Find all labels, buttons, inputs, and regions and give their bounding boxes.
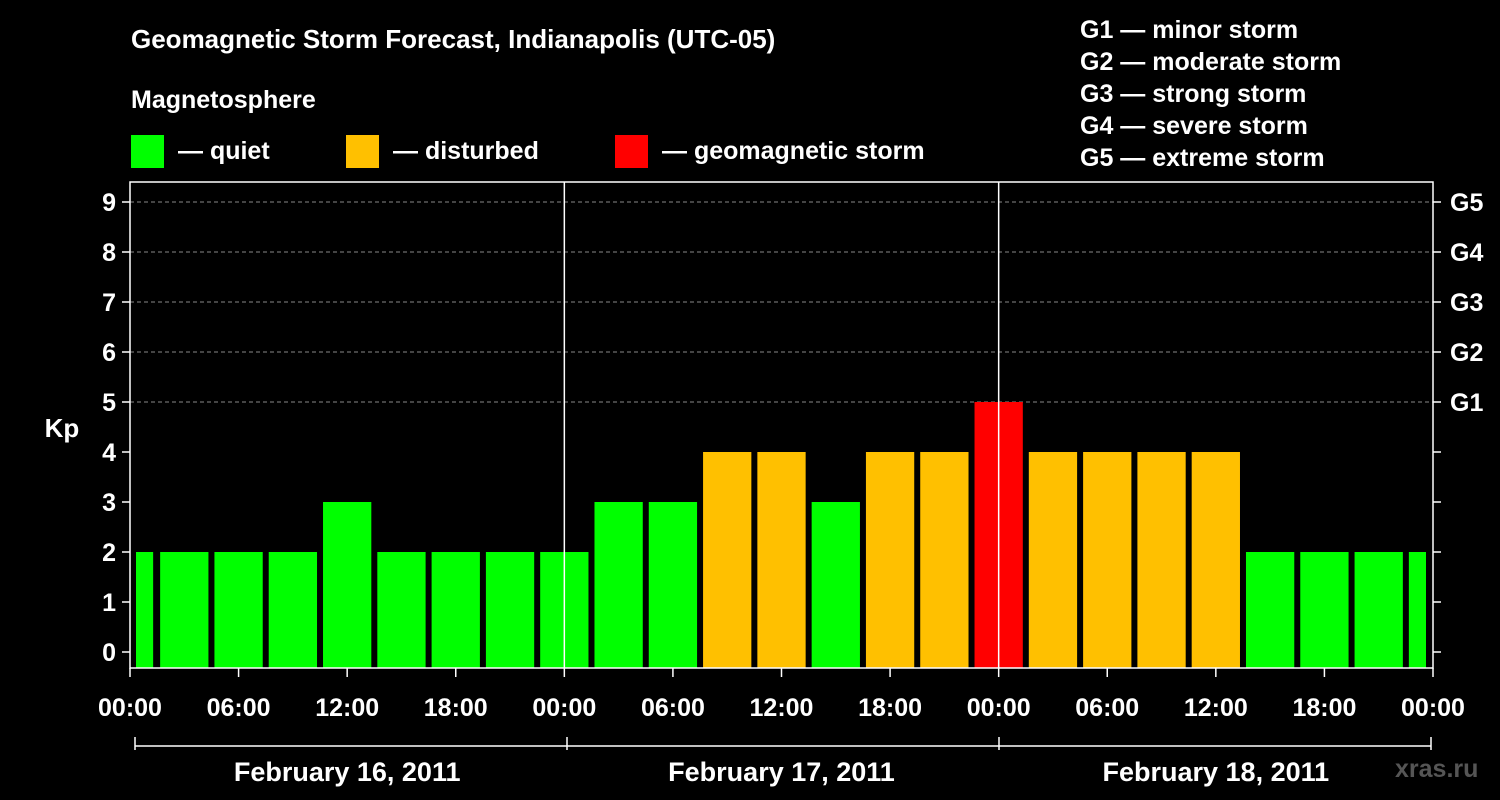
bar-14 <box>865 452 915 668</box>
bar-15 <box>920 452 969 668</box>
bar-0 <box>136 552 154 668</box>
storm-scale-g5: G5 — extreme storm <box>1080 144 1325 172</box>
x-tick-label-2: 12:00 <box>315 694 379 722</box>
x-tick-label-1: 06:00 <box>207 694 271 722</box>
y-axis-label: Kp <box>45 413 80 443</box>
date-label-0: February 16, 2011 <box>234 757 461 787</box>
y-tick-label-2: 2 <box>102 539 116 567</box>
y-tick-label-6: 6 <box>102 339 116 367</box>
bar-2 <box>214 552 263 668</box>
legend-item-disturbed: — disturbed <box>346 134 539 168</box>
legend-swatch-disturbed <box>346 134 379 168</box>
bar-21 <box>1245 552 1295 668</box>
bar-6 <box>431 552 480 668</box>
watermark: xras.ru <box>1395 755 1479 783</box>
x-tick-label-3: 18:00 <box>424 694 488 722</box>
y-tick-label-4: 4 <box>102 439 116 467</box>
y-tick-label-3: 3 <box>102 489 116 517</box>
x-tick-label-9: 06:00 <box>1075 694 1139 722</box>
legend-swatch-quiet <box>131 134 164 168</box>
bar-9 <box>594 502 643 668</box>
x-tick-label-10: 12:00 <box>1184 694 1248 722</box>
legend-label-disturbed: — disturbed <box>393 136 539 165</box>
bar-4 <box>323 502 372 668</box>
y-tick-label-7: 7 <box>102 289 116 317</box>
bar-10 <box>648 502 698 668</box>
right-tick-label-g1: G1 <box>1450 389 1483 417</box>
x-tick-label-6: 12:00 <box>750 694 814 722</box>
y-tick-label-5: 5 <box>102 389 116 417</box>
legend-item-storm: — geomagnetic storm <box>615 134 925 168</box>
chart-title: Geomagnetic Storm Forecast, Indianapolis… <box>131 24 776 54</box>
x-tick-label-12: 00:00 <box>1401 694 1465 722</box>
bar-22 <box>1300 552 1349 668</box>
x-tick-label-0: 00:00 <box>98 694 162 722</box>
right-tick-label-g3: G3 <box>1450 289 1483 317</box>
bar-11 <box>703 452 752 668</box>
bar-13 <box>811 502 860 668</box>
bar-20 <box>1191 452 1240 668</box>
bar-1 <box>160 552 209 668</box>
chart-subtitle: Magnetosphere <box>131 86 316 114</box>
x-tick-label-5: 06:00 <box>641 694 705 722</box>
x-tick-label-11: 18:00 <box>1292 694 1356 722</box>
right-tick-label-g5: G5 <box>1450 189 1483 217</box>
x-tick-label-8: 00:00 <box>967 694 1031 722</box>
y-tick-label-0: 0 <box>102 639 116 667</box>
y-tick-label-8: 8 <box>102 239 116 267</box>
bar-18 <box>1083 452 1132 668</box>
x-tick-label-4: 00:00 <box>532 694 596 722</box>
y-tick-label-9: 9 <box>102 189 116 217</box>
date-label-1: February 17, 2011 <box>668 757 895 787</box>
right-tick-label-g2: G2 <box>1450 339 1483 367</box>
legend-label-storm: — geomagnetic storm <box>662 136 925 165</box>
date-label-2: February 18, 2011 <box>1103 757 1330 787</box>
x-tick-label-7: 18:00 <box>858 694 922 722</box>
legend-item-quiet: — quiet <box>131 134 270 168</box>
bar-12 <box>757 452 806 668</box>
storm-scale-list: G1 — minor storm G2 — moderate storm G3 … <box>1080 14 1341 174</box>
legend-swatch-storm <box>615 134 648 168</box>
storm-scale-g1: G1 — minor storm <box>1080 16 1299 44</box>
bar-19 <box>1137 452 1186 668</box>
storm-scale-g4: G4 — severe storm <box>1080 112 1308 140</box>
bar-23 <box>1354 552 1403 668</box>
y-tick-label-1: 1 <box>102 589 116 617</box>
storm-scale-g3: G3 — strong storm <box>1080 80 1307 108</box>
bar-17 <box>1028 452 1078 668</box>
bar-5 <box>377 552 426 668</box>
bar-24 <box>1408 552 1426 668</box>
right-tick-label-g4: G4 <box>1450 239 1483 267</box>
legend-label-quiet: — quiet <box>178 136 270 165</box>
bar-7 <box>485 552 535 668</box>
bar-3 <box>268 552 318 668</box>
storm-scale-g2: G2 — moderate storm <box>1080 48 1342 76</box>
